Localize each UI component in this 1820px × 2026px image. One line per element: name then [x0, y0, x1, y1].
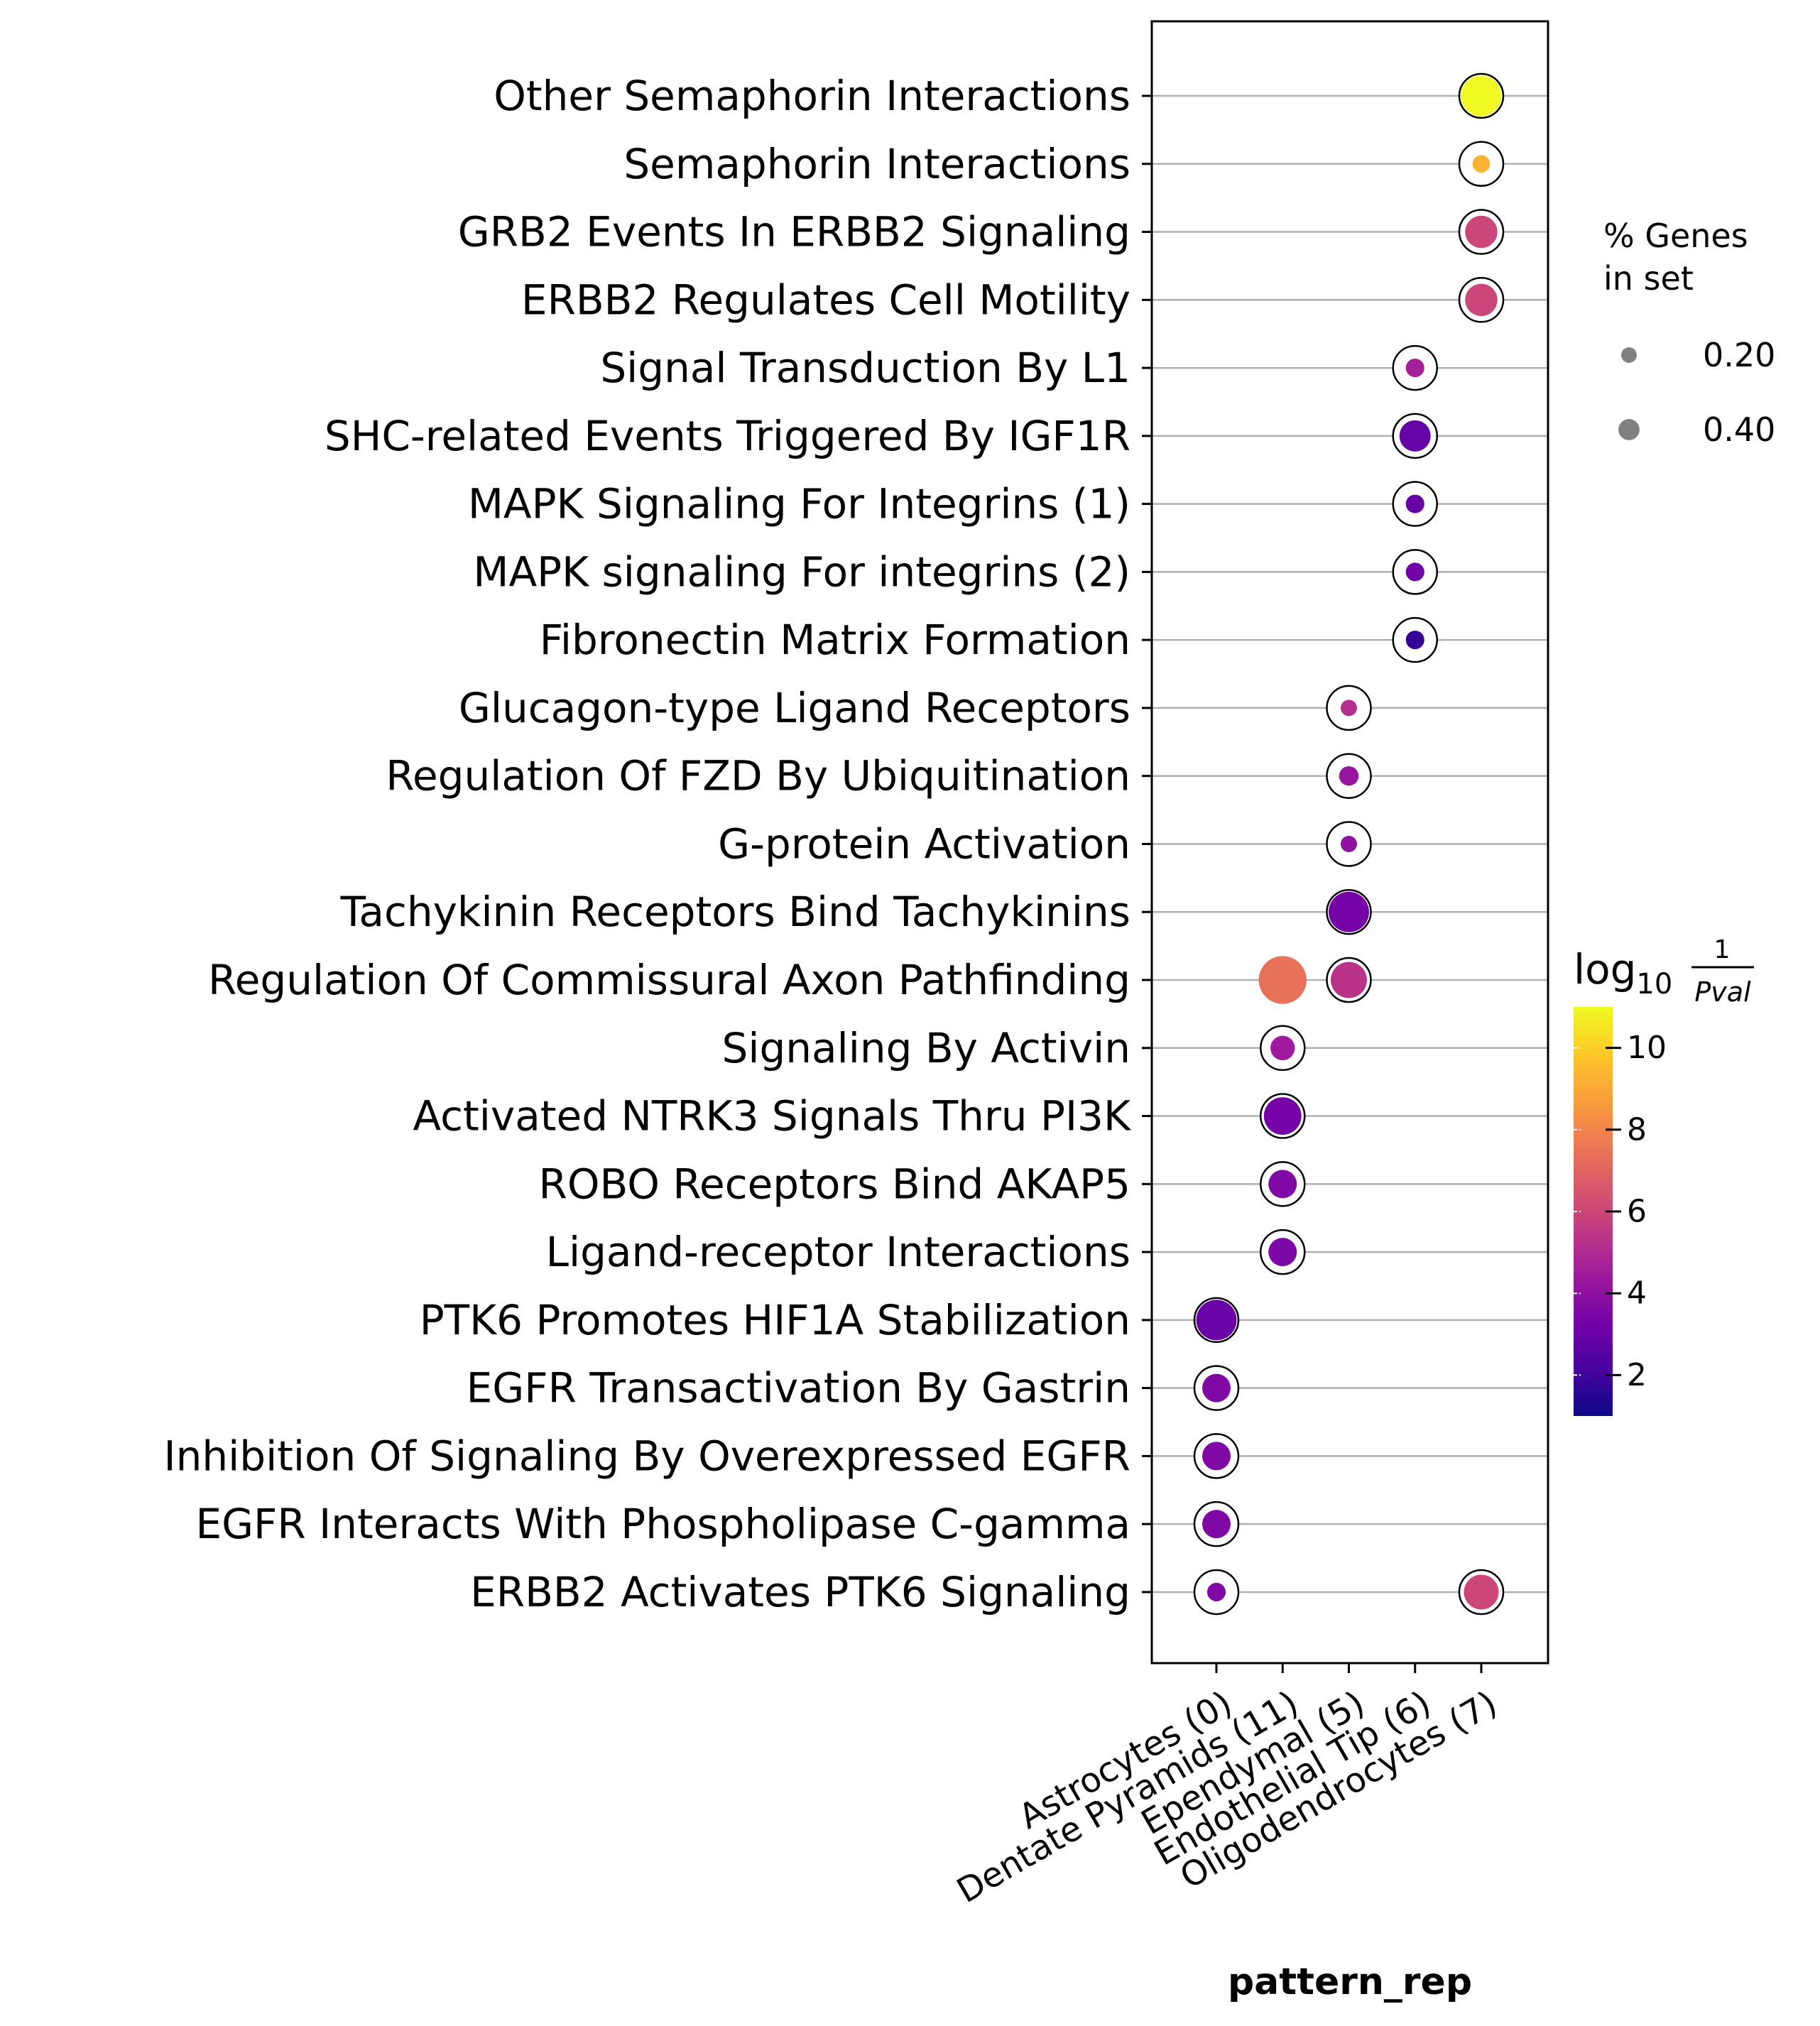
row-label-regulation-of-commissural-axon-pathfinding: Regulation Of Commissural Axon Pathfindi…: [208, 956, 1130, 1004]
row-label-mapk-signaling-for-integrins-2: MAPK signaling For integrins (2): [473, 548, 1130, 596]
dot-tachykinin-receptors-bind-tachykinins-ependymal-5: [1326, 888, 1372, 935]
dot-egfr-interacts-with-phospholipase-c-gamma-astrocytes-0: [1193, 1501, 1240, 1547]
row-label-erbb2-activates-ptk6-signaling: ERBB2 Activates PTK6 Signaling: [470, 1568, 1130, 1616]
dot-robo-receptors-bind-akap5-dentate-pyramids-11: [1260, 1161, 1306, 1207]
colorbar-tick-label-4: 4: [1627, 1275, 1647, 1312]
dot-ligand-receptor-interactions-dentate-pyramids-11-marker: [1268, 1238, 1297, 1267]
dot-mapk-signaling-for-integrins-2-endothelial-tip-6-marker: [1405, 562, 1424, 582]
size-legend-marker-0-20: [1621, 347, 1637, 363]
row-label-egfr-transactivation-by-gastrin: EGFR Transactivation By Gastrin: [467, 1364, 1130, 1412]
colorbar-tick-label-10: 10: [1627, 1030, 1667, 1066]
y-axis-ticks: [1142, 94, 1152, 1594]
dot-other-semaphorin-interactions-oligodendrocytes-7-marker: [1461, 75, 1502, 116]
size-legend-marker-0-40: [1618, 419, 1640, 440]
dot-mapk-signaling-for-integrins-1-endothelial-tip-6: [1392, 481, 1438, 527]
row-label-erbb2-regulates-cell-motility: ERBB2 Regulates Cell Motility: [521, 276, 1130, 324]
dot-erbb2-regulates-cell-motility-oligodendrocytes-7-marker: [1465, 283, 1498, 317]
x-axis-labels: Astrocytes (0)Dentate Pyramids (11)Epend…: [950, 1683, 1503, 1911]
colorbar-title-sub: 10: [1636, 968, 1672, 1001]
row-label-glucagon-type-ligand-receptors: Glucagon-type Ligand Receptors: [459, 684, 1130, 732]
dot-signaling-by-activin-dentate-pyramids-11: [1260, 1025, 1306, 1072]
dot-grb2-events-in-erbb2-signaling-oligodendrocytes-7-marker: [1465, 215, 1498, 249]
dot-g-protein-activation-ependymal-5: [1326, 821, 1372, 867]
size-legend-title-line2: in set: [1603, 259, 1694, 298]
dot-inhibition-of-signaling-by-overexpressed-egfr-astrocytes-0: [1193, 1433, 1240, 1479]
dot-regulation-of-commissural-axon-pathfinding-ependymal-5: [1326, 957, 1372, 1003]
row-label-g-protein-activation: G-protein Activation: [718, 819, 1130, 868]
size-legend-label-0-20: 0.20: [1703, 336, 1775, 374]
row-label-semaphorin-interactions: Semaphorin Interactions: [623, 140, 1130, 188]
row-label-mapk-signaling-for-integrins-1: MAPK Signaling For Integrins (1): [468, 480, 1130, 528]
row-label-grb2-events-in-erbb2-signaling: GRB2 Events In ERBB2 Signaling: [458, 208, 1130, 256]
dot-activated-ntrk3-signals-thru-pi3k-dentate-pyramids-11: [1260, 1093, 1306, 1139]
dot-egfr-transactivation-by-gastrin-astrocytes-0: [1193, 1365, 1240, 1411]
dot-robo-receptors-bind-akap5-dentate-pyramids-11-marker: [1268, 1170, 1297, 1199]
colorbar-ticks: 2 4 6 8 10: [1574, 1030, 1667, 1393]
row-label-fibronectin-matrix-formation: Fibronectin Matrix Formation: [540, 616, 1130, 664]
dot-fibronectin-matrix-formation-endothelial-tip-6-marker: [1405, 631, 1424, 650]
dot-activated-ntrk3-signals-thru-pi3k-dentate-pyramids-11-marker: [1263, 1097, 1302, 1135]
dot-mapk-signaling-for-integrins-1-endothelial-tip-6-marker: [1405, 494, 1424, 513]
dot-regulation-of-commissural-axon-pathfinding-dentate-pyramids-11: [1258, 956, 1307, 1004]
row-label-activated-ntrk3-signals-thru-pi3k: Activated NTRK3 Signals Thru PI3K: [413, 1092, 1132, 1140]
dot-shc-related-events-triggered-by-igf1r-endothelial-tip-6: [1392, 413, 1438, 459]
colorbar-tick-label-6: 6: [1627, 1194, 1647, 1230]
dot-regulation-of-fzd-by-ubiquitination-ependymal-5-marker: [1339, 766, 1359, 786]
dot-signaling-by-activin-dentate-pyramids-11-marker: [1270, 1035, 1295, 1060]
dot-other-semaphorin-interactions-oligodendrocytes-7: [1458, 72, 1505, 119]
dot-regulation-of-fzd-by-ubiquitination-ependymal-5: [1326, 753, 1372, 799]
size-legend: % Genes in set 0.20 0.40: [1603, 217, 1775, 449]
colorbar-title-numerator: 1: [1714, 935, 1731, 964]
dot-signal-transduction-by-l1-endothelial-tip-6-marker: [1405, 359, 1424, 378]
colorbar-tick-label-8: 8: [1627, 1111, 1647, 1148]
dot-erbb2-regulates-cell-motility-oligodendrocytes-7: [1458, 277, 1505, 323]
dot-inhibition-of-signaling-by-overexpressed-egfr-astrocytes-0-marker: [1202, 1442, 1231, 1471]
dot-erbb2-activates-ptk6-signaling-oligodendrocytes-7: [1458, 1569, 1505, 1616]
dot-ligand-receptor-interactions-dentate-pyramids-11: [1260, 1229, 1306, 1275]
dot-mapk-signaling-for-integrins-2-endothelial-tip-6: [1392, 549, 1438, 595]
colorbar-title-base: log: [1574, 945, 1636, 993]
size-legend-label-0-40: 0.40: [1703, 410, 1775, 449]
dots-layer: [1193, 72, 1505, 1616]
row-label-regulation-of-fzd-by-ubiquitination: Regulation Of FZD By Ubiquitination: [386, 752, 1130, 800]
dot-tachykinin-receptors-bind-tachykinins-ependymal-5-marker: [1329, 891, 1369, 932]
dot-regulation-of-commissural-axon-pathfinding-dentate-pyramids-11-marker: [1258, 956, 1307, 1004]
row-label-ptk6-promotes-hif1a-stabilization: PTK6 Promotes HIF1A Stabilization: [420, 1296, 1130, 1344]
row-label-signaling-by-activin: Signaling By Activin: [722, 1024, 1130, 1072]
x-axis-title: pattern_rep: [1228, 1961, 1472, 2003]
dot-egfr-transactivation-by-gastrin-astrocytes-0-marker: [1202, 1373, 1231, 1403]
size-legend-title-line1: % Genes: [1603, 217, 1748, 255]
dot-grb2-events-in-erbb2-signaling-oligodendrocytes-7: [1458, 209, 1505, 255]
colorbar-title-denominator: Pval: [1694, 976, 1751, 1008]
dot-erbb2-activates-ptk6-signaling-astrocytes-0-marker: [1206, 1582, 1226, 1601]
dot-glucagon-type-ligand-receptors-ependymal-5: [1326, 685, 1372, 731]
dot-ptk6-promotes-hif1a-stabilization-astrocytes-0: [1193, 1297, 1240, 1344]
row-label-shc-related-events-triggered-by-igf1r: SHC-related Events Triggered By IGF1R: [325, 412, 1130, 460]
row-label-signal-transduction-by-l1: Signal Transduction By L1: [600, 344, 1130, 392]
x-axis-ticks: [1215, 1663, 1483, 1673]
dot-erbb2-activates-ptk6-signaling-oligodendrocytes-7-marker: [1464, 1574, 1499, 1610]
dot-regulation-of-commissural-axon-pathfinding-ependymal-5-marker: [1331, 962, 1367, 998]
row-label-robo-receptors-bind-akap5: ROBO Receptors Bind AKAP5: [539, 1160, 1130, 1208]
dot-semaphorin-interactions-oligodendrocytes-7: [1458, 141, 1505, 187]
row-label-other-semaphorin-interactions: Other Semaphorin Interactions: [494, 72, 1130, 120]
row-label-egfr-interacts-with-phospholipase-c-gamma: EGFR Interacts With Phospholipase C-gamm…: [195, 1500, 1130, 1548]
dot-g-protein-activation-ependymal-5-marker: [1341, 835, 1357, 852]
colorbar-tick-label-2: 2: [1627, 1357, 1647, 1393]
dot-ptk6-promotes-hif1a-stabilization-astrocytes-0-marker: [1196, 1300, 1237, 1341]
dot-erbb2-activates-ptk6-signaling-astrocytes-0: [1193, 1569, 1240, 1616]
row-label-inhibition-of-signaling-by-overexpressed-egfr: Inhibition Of Signaling By Overexpressed…: [164, 1432, 1130, 1480]
row-label-tachykinin-receptors-bind-tachykinins: Tachykinin Receptors Bind Tachykinins: [340, 888, 1130, 936]
dot-shc-related-events-triggered-by-igf1r-endothelial-tip-6-marker: [1399, 420, 1431, 452]
dot-egfr-interacts-with-phospholipase-c-gamma-astrocytes-0-marker: [1202, 1510, 1231, 1539]
row-label-ligand-receptor-interactions: Ligand-receptor Interactions: [546, 1228, 1130, 1276]
dot-semaphorin-interactions-oligodendrocytes-7-marker: [1472, 155, 1491, 173]
dot-glucagon-type-ligand-receptors-ependymal-5-marker: [1341, 699, 1357, 717]
y-axis-labels: Other Semaphorin Interactions Semaphorin …: [164, 72, 1132, 1616]
dot-signal-transduction-by-l1-endothelial-tip-6: [1392, 344, 1438, 391]
dot-fibronectin-matrix-formation-endothelial-tip-6: [1392, 616, 1438, 663]
colorbar-title: log10: [1574, 945, 1672, 1001]
